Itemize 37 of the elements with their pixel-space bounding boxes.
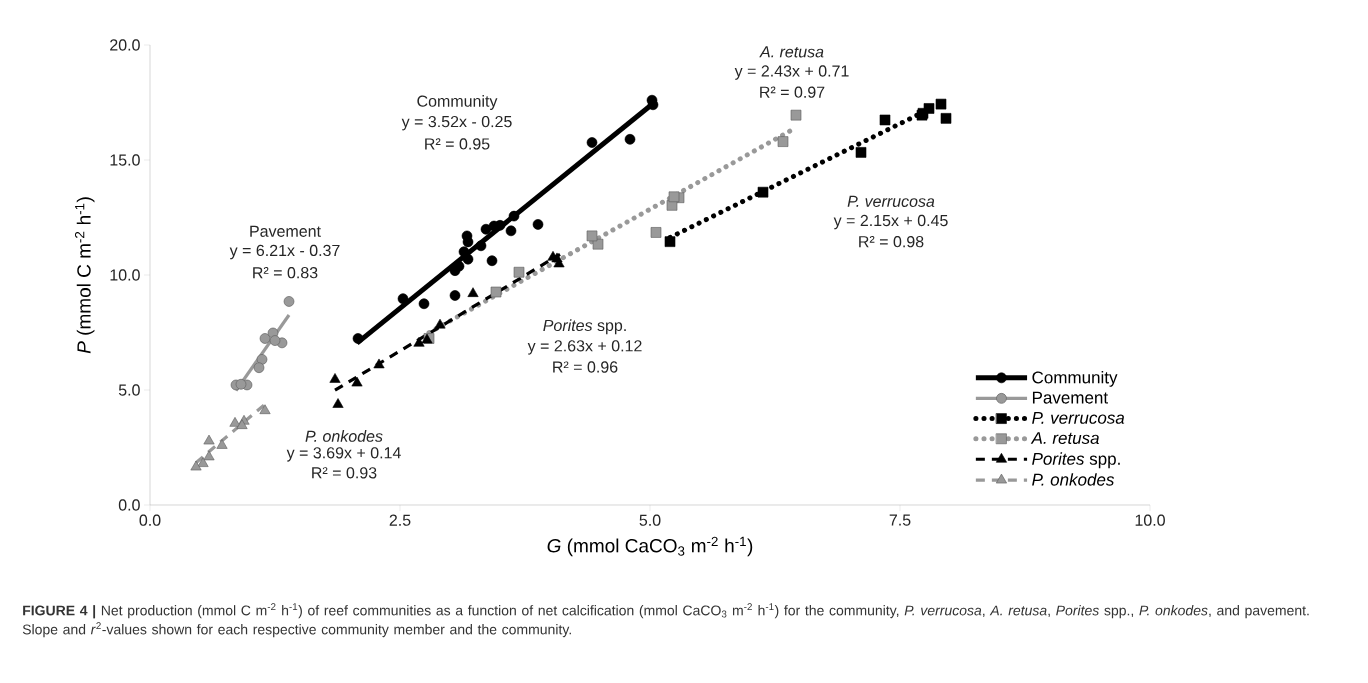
annotation: y = 3.52x - 0.25 bbox=[401, 115, 512, 131]
annotation: Pavement bbox=[250, 225, 321, 237]
x-tick-label: 10.0 bbox=[1135, 514, 1165, 526]
annotation: R² = 0.93 bbox=[312, 467, 377, 479]
x-tick-label: 2.5 bbox=[389, 514, 411, 526]
text: FIGURE 4 | Net production (mmol C m$^{-2}$ h$^{-1}$) of reef communities as a function of net calcification (mmol CaCO$_{3}$ m$^{-2}$ h$^{-1}$) for the community, P. verrucosa, A. retusa, Porites spp., P. onkodes, and pavement. Slope and r$^{2}$-values shown for each respective community member and the community. bbox=[22, 603, 1309, 638]
legend-label: P. verrucosa bbox=[1032, 411, 1125, 424]
legend-label: Pavement bbox=[1032, 391, 1108, 404]
legend-label: P. onkodes bbox=[1032, 473, 1115, 486]
annotation: R² = 0.95 bbox=[425, 138, 490, 150]
y-tick-label: 15.0 bbox=[110, 154, 140, 166]
y-tick-label: 20.0 bbox=[110, 39, 140, 51]
y-tick-label: 0.0 bbox=[118, 499, 140, 511]
y-tick-label: 10.0 bbox=[110, 269, 140, 281]
annotation: R² = 0.83 bbox=[253, 267, 318, 279]
annotation: Porites spp. bbox=[543, 319, 626, 335]
y-tick-label: 5.0 bbox=[118, 384, 140, 396]
annotation: P. onkodes bbox=[305, 430, 383, 442]
legend-label: Porites spp. bbox=[1032, 452, 1120, 469]
annotation: y = 2.63x + 0.12 bbox=[527, 340, 642, 355]
annotation: y = 2.15x + 0.45 bbox=[833, 214, 948, 230]
x-tick-label: 0.0 bbox=[139, 514, 161, 526]
x-axis-title: G (mmol CaCO$_{3}$ m$^{-2}$ h$^{-1}$) bbox=[547, 536, 753, 557]
annotation: P. verrucosa bbox=[847, 195, 935, 207]
legend-label: Community bbox=[1032, 370, 1118, 387]
annotation: A. retusa bbox=[759, 46, 824, 58]
y-axis-title: P (mmol C m$^{-2}$ h$^{-1}$) bbox=[74, 197, 95, 354]
x-tick-label: 7.5 bbox=[889, 514, 911, 526]
annotation: R² = 0.96 bbox=[553, 361, 618, 373]
annotation: R² = 0.98 bbox=[859, 235, 924, 248]
legend-label: A. retusa bbox=[1030, 432, 1100, 445]
annotation: y = 6.21x - 0.37 bbox=[229, 244, 340, 260]
annotation: Community bbox=[417, 95, 498, 110]
annotation: R² = 0.97 bbox=[760, 86, 825, 98]
x-tick-label: 5.0 bbox=[639, 514, 661, 526]
annotation: y = 3.69x + 0.14 bbox=[286, 447, 401, 462]
annotation: y = 2.43x + 0.71 bbox=[734, 65, 849, 80]
